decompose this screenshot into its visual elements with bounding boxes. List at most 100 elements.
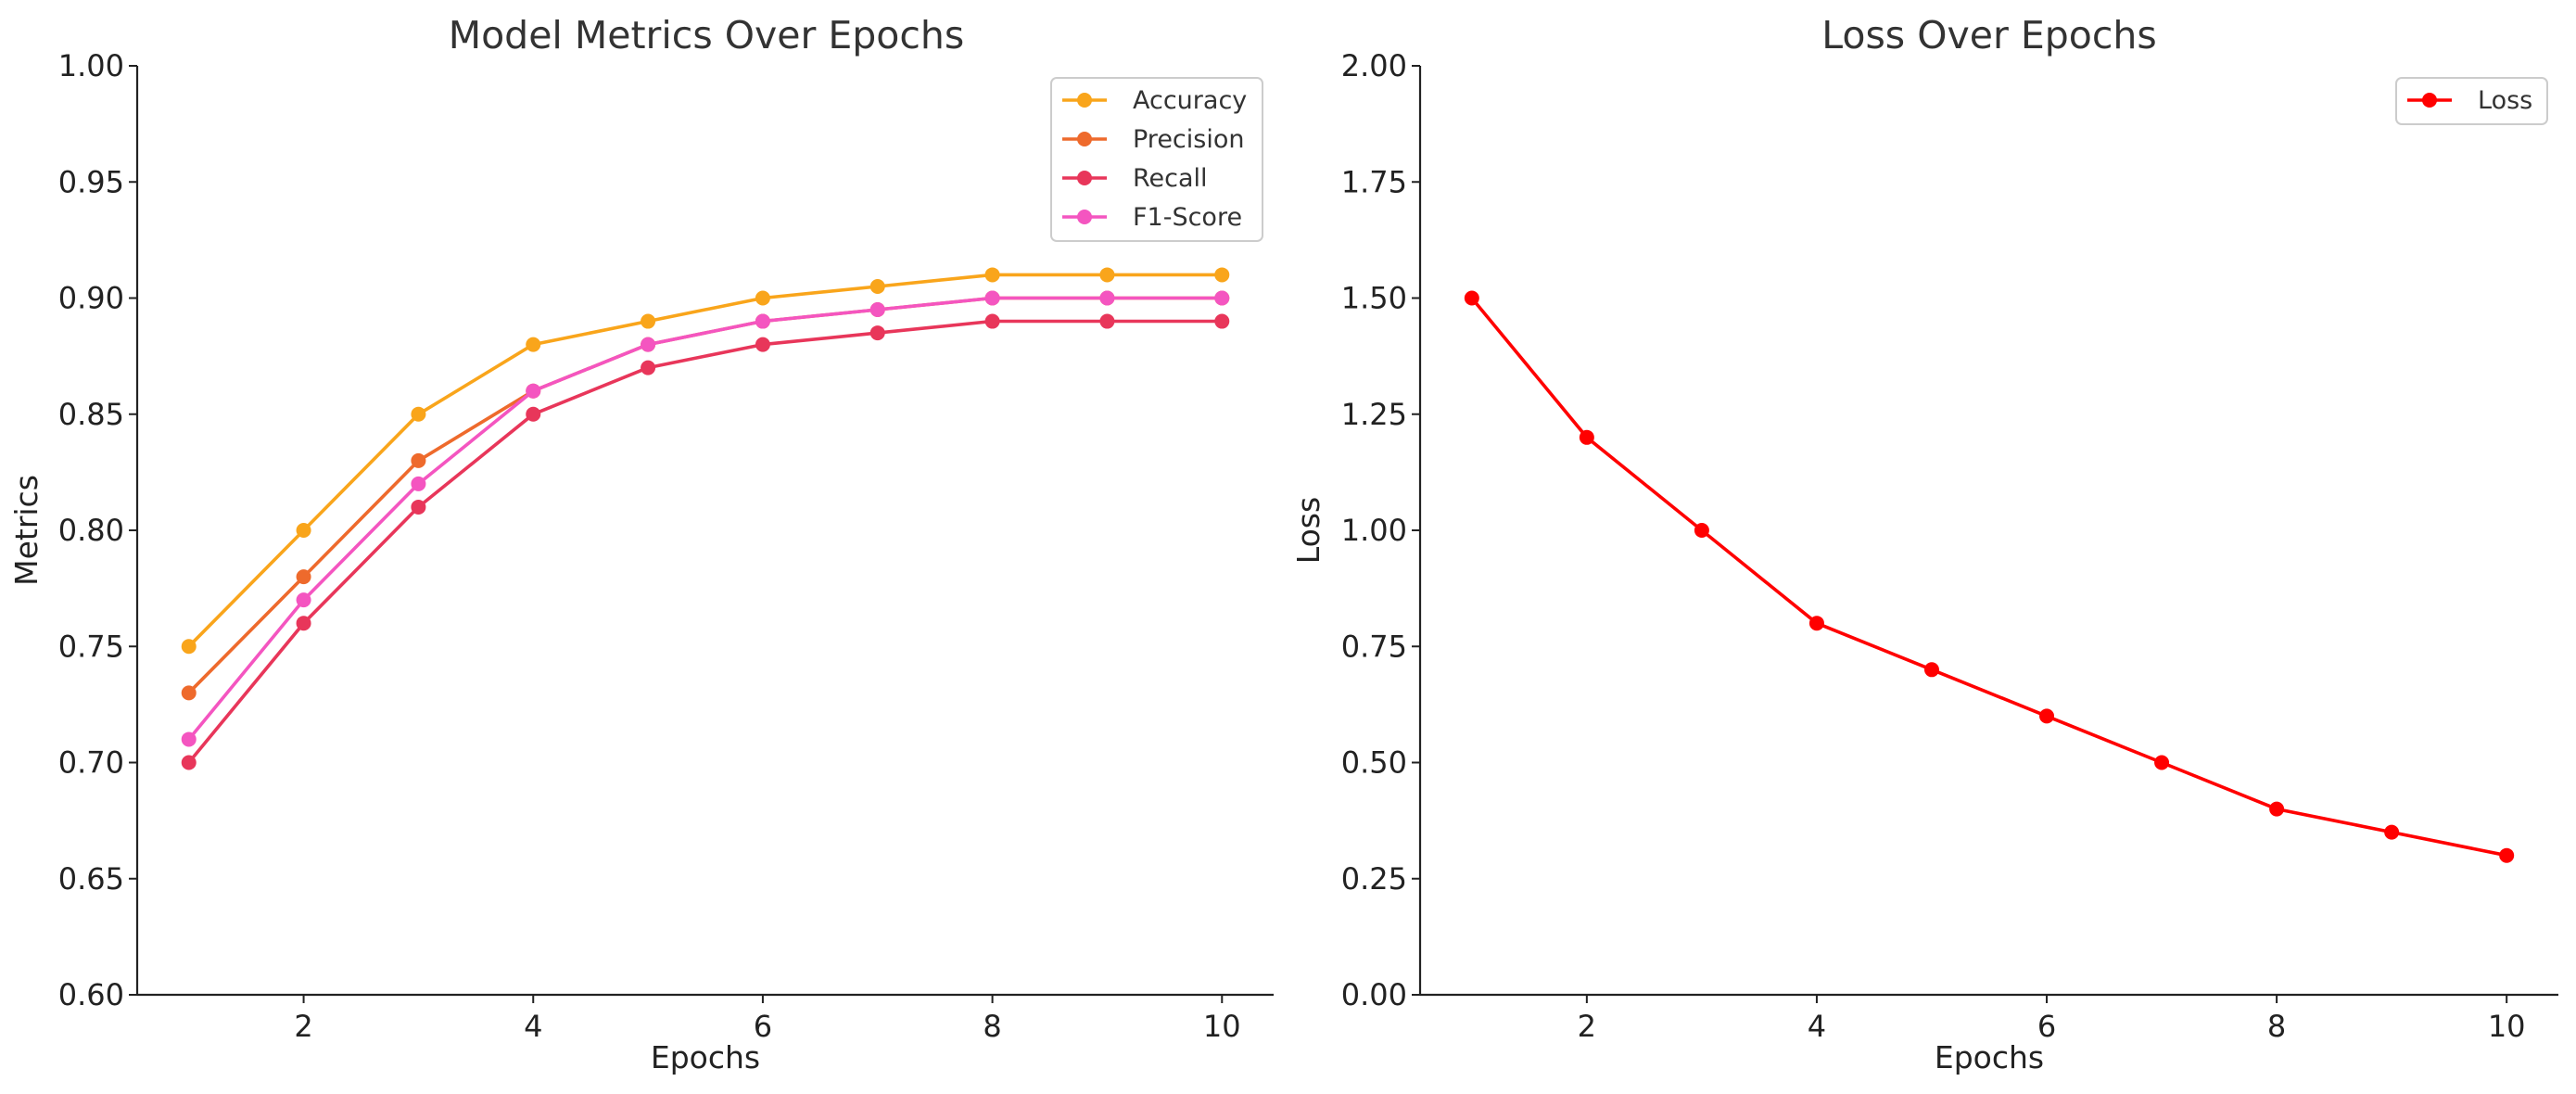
y-tick-label: 1.25 bbox=[1341, 397, 1407, 432]
data-point bbox=[1099, 267, 1115, 283]
data-point bbox=[1694, 523, 1709, 538]
legend-swatch-marker bbox=[1077, 93, 1092, 108]
data-point bbox=[1214, 313, 1230, 329]
data-point bbox=[411, 406, 426, 422]
x-tick-label: 6 bbox=[2037, 1009, 2056, 1044]
legend-label: Loss bbox=[2478, 86, 2532, 115]
y-tick-label: 0.85 bbox=[58, 397, 124, 432]
y-tick-label: 1.00 bbox=[58, 48, 124, 83]
data-point bbox=[1214, 267, 1230, 283]
data-point bbox=[181, 639, 197, 655]
y-tick-label: 1.00 bbox=[1341, 513, 1407, 548]
data-point bbox=[869, 325, 885, 341]
data-point bbox=[2154, 755, 2170, 770]
x-axis-label: Epochs bbox=[651, 1039, 760, 1075]
data-point bbox=[296, 523, 311, 538]
data-point bbox=[526, 383, 541, 399]
legend-swatch-marker bbox=[1077, 132, 1092, 146]
data-point bbox=[2039, 708, 2055, 724]
series-line bbox=[187, 273, 1223, 648]
data-point bbox=[641, 360, 656, 375]
data-point bbox=[755, 337, 770, 352]
series-loss bbox=[1464, 290, 2515, 863]
legend-label: Accuracy bbox=[1133, 86, 1247, 115]
y-tick-label: 0.25 bbox=[1341, 861, 1407, 897]
data-point bbox=[1923, 662, 1939, 678]
data-point bbox=[1579, 429, 1594, 445]
data-point bbox=[1214, 290, 1230, 306]
y-tick-label: 0.60 bbox=[58, 977, 124, 1012]
x-tick-label: 2 bbox=[1578, 1009, 1596, 1044]
y-tick-label: 0.65 bbox=[58, 861, 124, 897]
x-tick-label: 6 bbox=[754, 1009, 772, 1044]
x-tick-label: 2 bbox=[294, 1009, 312, 1044]
data-point bbox=[641, 313, 656, 329]
legend-frame bbox=[2395, 77, 2548, 125]
legend-entry: Accuracy bbox=[1062, 86, 1247, 115]
y-tick-label: 0.00 bbox=[1341, 977, 1407, 1012]
legend: Loss bbox=[2395, 77, 2548, 125]
data-point bbox=[1808, 616, 1824, 631]
data-point bbox=[984, 267, 1000, 283]
data-point bbox=[1099, 313, 1115, 329]
y-tick-label: 0.90 bbox=[58, 281, 124, 316]
legend-entry: Precision bbox=[1062, 125, 1244, 154]
legend-swatch-marker bbox=[2422, 93, 2437, 108]
legend-swatch-marker bbox=[1077, 171, 1092, 185]
data-point bbox=[641, 337, 656, 352]
data-point bbox=[1099, 290, 1115, 306]
x-tick-label: 8 bbox=[983, 1009, 1001, 1044]
data-point bbox=[181, 685, 197, 701]
x-tick-label: 4 bbox=[1808, 1009, 1826, 1044]
data-point bbox=[755, 313, 770, 329]
y-tick-label: 0.80 bbox=[58, 513, 124, 548]
legend-label: Precision bbox=[1133, 125, 1244, 154]
x-tick-label: 10 bbox=[2488, 1009, 2526, 1044]
chart-title: Loss Over Epochs bbox=[1821, 13, 2157, 57]
data-point bbox=[755, 290, 770, 306]
legend: Accuracy Precision Recall F1-Score bbox=[1050, 77, 1263, 242]
y-tick-label: 2.00 bbox=[1341, 48, 1407, 83]
data-point bbox=[411, 499, 426, 515]
chart-panel-2: Loss Over Epochs 0.00 0.25 0.50 0.75 1.00 1.25… bbox=[1290, 13, 2558, 1075]
data-point bbox=[296, 592, 311, 608]
series-accuracy bbox=[181, 267, 1230, 655]
data-point bbox=[296, 569, 311, 585]
chart-panel-1: Model Metrics Over Epochs 0.60 0.65 0.70 0.7… bbox=[8, 13, 1274, 1075]
legend-entry: F1-Score bbox=[1062, 203, 1242, 232]
y-tick-label: 0.70 bbox=[58, 745, 124, 781]
x-tick-label: 10 bbox=[1203, 1009, 1241, 1044]
data-point bbox=[296, 616, 311, 631]
y-axis-label: Loss bbox=[1290, 497, 1326, 564]
series-f1-score bbox=[181, 290, 1230, 747]
data-point bbox=[411, 452, 426, 468]
legend-label: F1-Score bbox=[1133, 203, 1242, 232]
data-point bbox=[869, 278, 885, 294]
y-tick-label: 1.75 bbox=[1341, 164, 1407, 199]
data-point bbox=[1464, 290, 1479, 306]
chart-title: Model Metrics Over Epochs bbox=[449, 13, 965, 57]
data-point bbox=[2269, 801, 2285, 817]
data-point bbox=[984, 313, 1000, 329]
legend-entry: Loss bbox=[2407, 86, 2532, 115]
series-line bbox=[187, 296, 1223, 741]
series-line bbox=[1470, 297, 2507, 858]
series-recall bbox=[181, 313, 1230, 770]
data-point bbox=[181, 755, 197, 770]
x-axis-label: Epochs bbox=[1935, 1039, 2044, 1075]
y-tick-label: 1.50 bbox=[1341, 281, 1407, 316]
y-tick-label: 0.95 bbox=[58, 164, 124, 199]
data-point bbox=[411, 476, 426, 491]
series-line bbox=[187, 319, 1223, 764]
data-point bbox=[2384, 824, 2400, 840]
y-tick-label: 0.50 bbox=[1341, 745, 1407, 781]
y-tick-label: 0.75 bbox=[1341, 629, 1407, 664]
legend-label: Recall bbox=[1133, 164, 1208, 193]
data-point bbox=[2499, 847, 2515, 863]
legend-entry: Recall bbox=[1062, 164, 1208, 193]
y-tick-label: 0.75 bbox=[58, 629, 124, 664]
x-tick-label: 4 bbox=[524, 1009, 542, 1044]
x-tick-label: 8 bbox=[2267, 1009, 2286, 1044]
data-point bbox=[526, 337, 541, 352]
